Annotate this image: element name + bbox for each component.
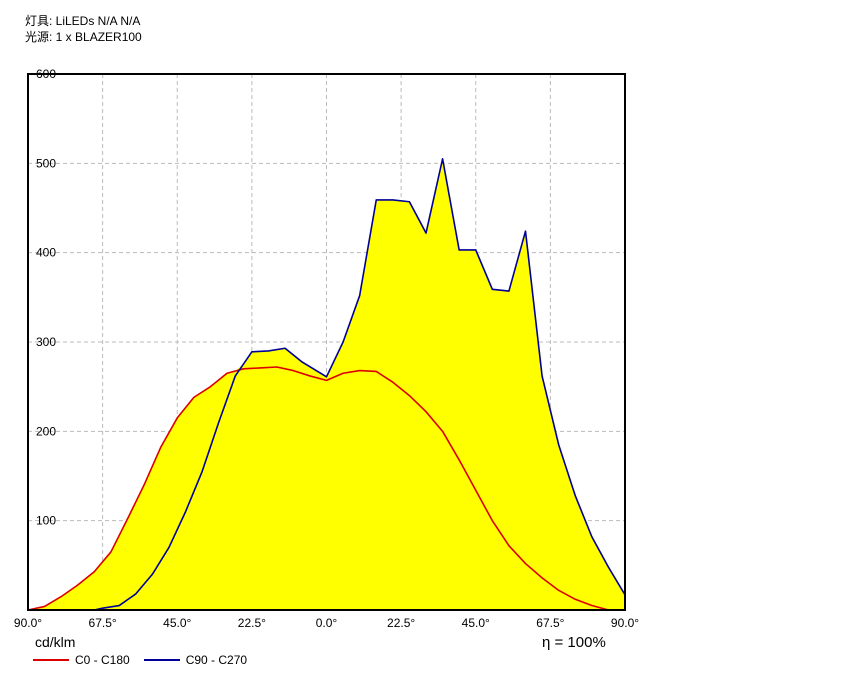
legend-item-c90: C90 - C270: [143, 653, 248, 667]
y-tick-label: 400: [36, 246, 56, 260]
filled-area: [28, 158, 625, 610]
data-point: [491, 520, 493, 522]
data-point: [160, 446, 162, 449]
data-point: [118, 604, 120, 607]
data-point: [201, 470, 203, 473]
data-point: [77, 584, 79, 586]
data-point: [491, 288, 493, 290]
data-point: [375, 199, 377, 201]
y-tick-labels: 100 200 300 400 500 600: [36, 67, 56, 528]
y-tick-label: 500: [36, 156, 56, 170]
data-point: [392, 381, 394, 383]
data-point: [541, 577, 543, 579]
data-point: [558, 444, 560, 446]
data-point: [342, 372, 344, 374]
data-point: [60, 596, 62, 598]
data-point: [508, 290, 510, 292]
data-point: [110, 551, 112, 553]
data-point: [458, 249, 460, 251]
data-point: [375, 370, 377, 373]
efficiency-label: η = 100%: [542, 634, 606, 651]
data-point: [607, 566, 610, 568]
series-layer: [27, 158, 626, 611]
data-point: [425, 232, 427, 234]
legend-item-c0: C0 - C180: [33, 653, 130, 667]
legend-label-c90: C90 - C270: [185, 653, 248, 667]
data-point: [193, 396, 195, 398]
y-tick-label: 200: [36, 424, 56, 438]
legend-swatch-c0: [33, 659, 69, 661]
x-tick-label: 45.0°: [462, 616, 490, 630]
data-point: [541, 375, 543, 377]
data-point: [359, 369, 361, 372]
data-point: [359, 294, 361, 297]
data-point: [574, 598, 576, 600]
x-tick-label: 22.5°: [387, 616, 415, 630]
data-point: [143, 484, 145, 486]
data-point: [135, 593, 137, 595]
data-point: [558, 589, 560, 591]
legend-swatch-c90: [143, 659, 180, 661]
fixture-line: 灯具: LiLEDs N/A N/A: [25, 14, 141, 28]
data-point: [43, 605, 46, 608]
source-line: 光源: 1 x BLAZER100: [25, 30, 142, 44]
polar-intensity-chart: 100 200 300 400 500 600 90.0° 67.5° 45.0° 22.5° 0…: [14, 67, 639, 630]
x-tick-label: 45.0°: [163, 616, 191, 630]
data-point: [342, 341, 344, 343]
data-point: [93, 570, 95, 573]
legend-label-c0: C0 - C180: [75, 653, 130, 667]
data-point: [441, 158, 444, 160]
data-point: [441, 430, 444, 432]
x-tick-labels: 90.0° 67.5° 45.0° 22.5° 0.0° 22.5° 45.0° 67.5° 9…: [14, 616, 639, 630]
data-point: [102, 607, 104, 609]
data-point: [591, 536, 593, 538]
data-point: [226, 372, 228, 374]
data-point: [392, 199, 394, 201]
unit-label: cd/klm: [35, 634, 76, 650]
data-point: [574, 495, 576, 497]
data-point: [425, 411, 427, 413]
data-point: [408, 395, 411, 397]
data-point: [508, 545, 510, 547]
x-tick-label: 22.5°: [238, 616, 266, 630]
data-point: [408, 201, 411, 203]
data-point: [184, 511, 187, 513]
legend: C0 - C180 C90 - C270: [33, 653, 261, 667]
data-point: [591, 604, 593, 607]
x-tick-label: 67.5°: [89, 616, 117, 630]
data-point: [126, 518, 129, 520]
data-point: [458, 459, 460, 461]
data-point: [325, 376, 328, 378]
data-point: [475, 249, 477, 251]
plot-frame: [27, 73, 626, 611]
data-point: [276, 366, 278, 368]
y-tick-label: 100: [36, 514, 56, 528]
data-point: [234, 375, 236, 377]
header: 灯具: LiLEDs N/A N/A 光源: 1 x BLAZER100: [25, 13, 142, 45]
data-point: [168, 546, 170, 549]
y-tick-label: 600: [36, 67, 56, 81]
data-point: [475, 489, 477, 491]
x-tick-label: 90.0°: [14, 616, 42, 630]
data-point: [524, 230, 527, 232]
data-point: [251, 351, 253, 353]
data-point: [325, 379, 328, 382]
y-tick-label: 300: [36, 335, 56, 349]
x-tick-label: 67.5°: [536, 616, 564, 630]
data-point: [218, 421, 220, 423]
data-point: [267, 350, 270, 352]
x-tick-label: 90.0°: [611, 616, 639, 630]
x-tick-label: 0.0°: [316, 616, 338, 630]
data-point: [242, 368, 245, 370]
data-point: [259, 367, 261, 369]
data-point: [209, 386, 212, 388]
data-point: [151, 573, 153, 575]
data-point: [301, 361, 303, 363]
data-point: [176, 417, 178, 419]
data-point: [309, 375, 311, 377]
data-point: [292, 369, 294, 372]
data-point: [524, 562, 527, 565]
data-point: [284, 347, 286, 349]
